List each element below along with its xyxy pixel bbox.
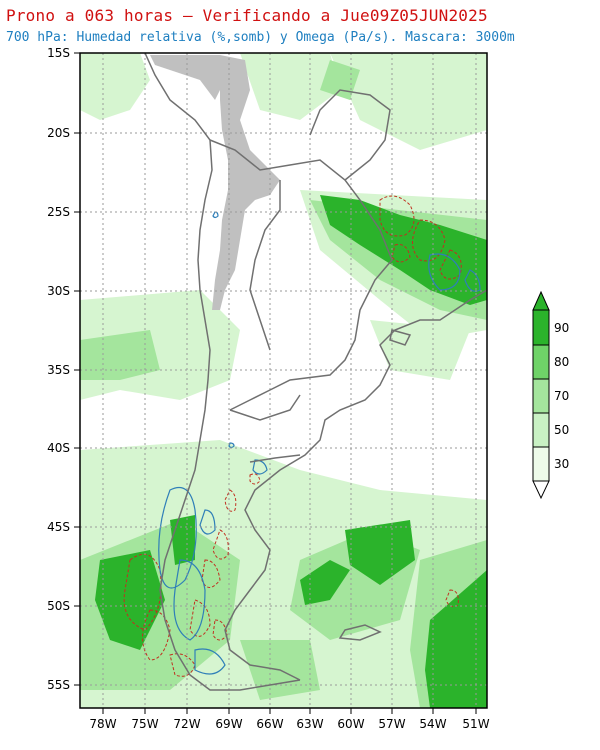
lat-label: 45S <box>47 520 70 534</box>
colorbar-top-arrow <box>532 290 550 311</box>
lon-label: 75W <box>131 717 158 731</box>
colorbar-label: 30 <box>554 457 569 471</box>
plot-frame <box>79 52 488 709</box>
lat-label: 35S <box>47 363 70 377</box>
colorbar-label: 50 <box>554 423 569 437</box>
lat-label: 20S <box>47 126 70 140</box>
lon-label: 60W <box>337 717 364 731</box>
lat-axis: 15S 20S 25S 30S 35S 40S 45S 50S 55S <box>47 46 80 692</box>
lon-label: 51W <box>462 717 489 731</box>
colorbar-label: 70 <box>554 389 569 403</box>
coastline-borders <box>144 53 487 691</box>
humidity-field <box>80 53 487 708</box>
colorbar-label: 90 <box>554 321 569 335</box>
colorbar-segment <box>532 344 550 380</box>
lon-label: 69W <box>215 717 242 731</box>
colorbar-label: 80 <box>554 355 569 369</box>
lon-label: 54W <box>419 717 446 731</box>
lat-label: 40S <box>47 441 70 455</box>
map-title: Prono a 063 horas — Verificando a Jue09Z… <box>6 6 488 25</box>
colorbar-labels: 90 80 70 50 30 <box>554 321 569 471</box>
lon-label: 72W <box>173 717 200 731</box>
colorbar-bottom-arrow <box>532 480 550 500</box>
gridlines <box>80 53 487 708</box>
colorbar-segment <box>532 446 550 482</box>
lat-label: 15S <box>47 46 70 60</box>
lon-label: 57W <box>378 717 405 731</box>
colorbar-segment <box>532 412 550 448</box>
colorbar-legend <box>532 290 550 500</box>
lon-axis: 78W 75W 72W 69W 66W 63W 60W 57W 54W 51W <box>89 708 490 731</box>
lat-label: 25S <box>47 205 70 219</box>
omega-negative-contours <box>158 211 481 675</box>
lat-label: 30S <box>47 284 70 298</box>
lon-label: 66W <box>256 717 283 731</box>
lon-label: 78W <box>89 717 116 731</box>
colorbar-segment <box>532 378 550 414</box>
lat-label: 55S <box>47 678 70 692</box>
colorbar-segment <box>532 309 550 346</box>
lon-label: 63W <box>296 717 323 731</box>
lat-label: 50S <box>47 599 70 613</box>
map-subtitle: 700 hPa: Humedad relativa (%,somb) y Ome… <box>6 30 515 45</box>
